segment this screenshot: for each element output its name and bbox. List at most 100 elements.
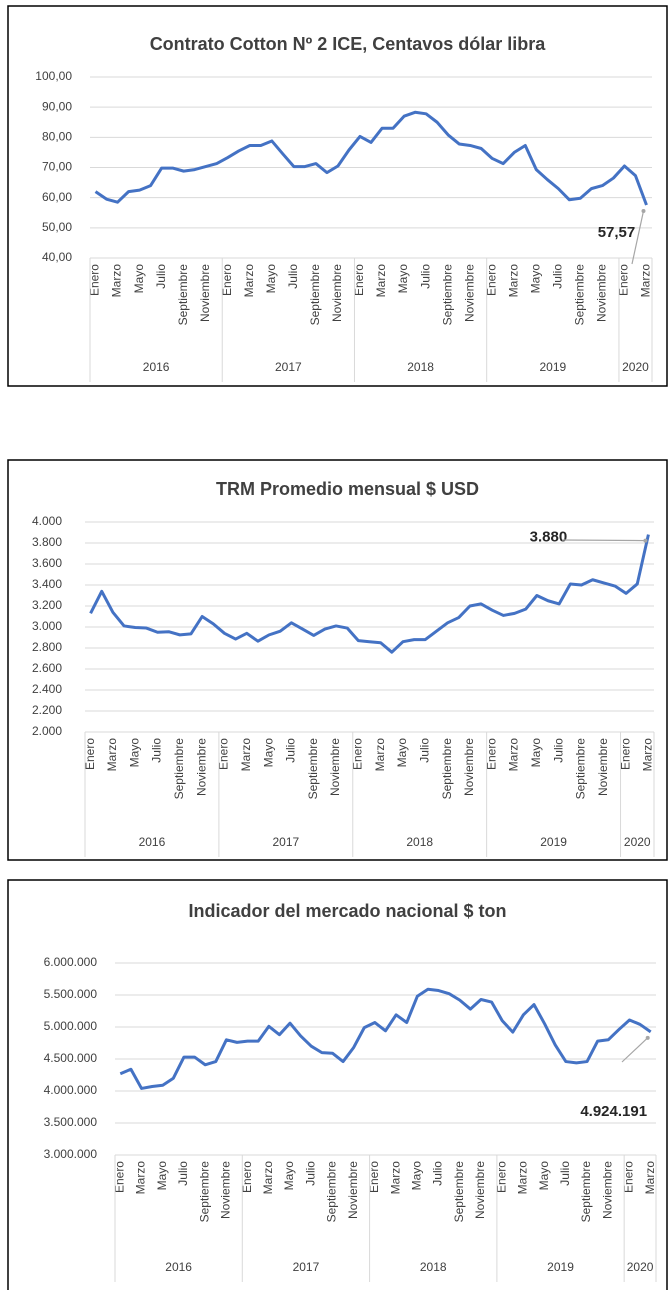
x-tick-label: Enero — [217, 738, 231, 770]
x-tick-label: Marzo — [239, 738, 253, 772]
x-tick-label: Septiembre — [440, 738, 454, 800]
y-tick-label: 2.400 — [32, 682, 62, 696]
x-tick-label: Septiembre — [440, 264, 454, 326]
x-tick-label: Enero — [220, 264, 234, 296]
x-tick-label: Marzo — [261, 1161, 275, 1195]
y-tick-label: 60,00 — [42, 190, 72, 204]
x-tick-label: Noviembre — [595, 264, 609, 322]
x-tick-label: Septiembre — [579, 1161, 593, 1223]
x-tick-label: Mayo — [409, 1161, 423, 1191]
x-tick-label: Noviembre — [462, 738, 476, 796]
x-tick-label: Enero — [83, 738, 97, 770]
y-tick-label: 2.800 — [32, 640, 62, 654]
x-tick-label: Marzo — [641, 738, 655, 772]
x-tick-label: Mayo — [537, 1161, 551, 1191]
arrow-head — [641, 208, 646, 213]
x-tick-label: Julio — [303, 1161, 317, 1186]
x-tick-label: Mayo — [264, 264, 278, 294]
x-tick-label: Enero — [88, 264, 102, 296]
x-tick-label: Noviembre — [600, 1161, 614, 1219]
x-tick-label: Mayo — [155, 1161, 169, 1191]
x-tick-label: Mayo — [282, 1161, 296, 1191]
year-label: 2019 — [547, 1260, 574, 1274]
x-tick-label: Marzo — [110, 264, 124, 298]
value-label: 57,57 — [598, 224, 636, 241]
year-label: 2020 — [622, 360, 649, 374]
year-label: 2016 — [139, 835, 166, 849]
x-tick-label: Julio — [418, 264, 432, 289]
y-tick-label: 2.200 — [32, 703, 62, 717]
y-tick-label: 4.000 — [32, 514, 62, 528]
x-tick-label: Enero — [112, 1161, 126, 1193]
x-tick-label: Mayo — [395, 738, 409, 768]
y-tick-label: 4.500.000 — [44, 1051, 98, 1065]
x-tick-label: Mayo — [127, 738, 141, 768]
data-line — [119, 987, 652, 1090]
x-tick-label: Julio — [176, 1161, 190, 1186]
x-tick-label: Mayo — [396, 264, 410, 294]
x-tick-label: Julio — [551, 264, 565, 289]
x-tick-label: Julio — [150, 738, 164, 763]
year-label: 2016 — [165, 1260, 192, 1274]
x-tick-label: Noviembre — [596, 738, 610, 796]
x-tick-label: Septiembre — [306, 738, 320, 800]
x-tick-label: Enero — [352, 264, 366, 296]
x-tick-label: Julio — [417, 738, 431, 763]
year-label: 2017 — [272, 835, 299, 849]
y-tick-label: 40,00 — [42, 250, 72, 264]
y-tick-label: 70,00 — [42, 160, 72, 174]
y-tick-label: 2.600 — [32, 661, 62, 675]
arrow-head — [643, 538, 648, 543]
x-tick-label: Julio — [431, 1161, 445, 1186]
x-tick-label: Marzo — [516, 1161, 530, 1195]
x-tick-label: Julio — [286, 264, 300, 289]
x-tick-label: Enero — [484, 264, 498, 296]
x-tick-label: Mayo — [261, 738, 275, 768]
x-tick-label: Noviembre — [198, 264, 212, 322]
y-tick-label: 3.200 — [32, 598, 62, 612]
x-tick-label: Enero — [240, 1161, 254, 1193]
x-tick-label: Noviembre — [330, 264, 344, 322]
x-tick-label: Marzo — [507, 738, 521, 772]
year-label: 2019 — [540, 835, 567, 849]
x-tick-label: Enero — [494, 1161, 508, 1193]
y-tick-label: 5.500.000 — [44, 987, 98, 1001]
x-tick-label: Septiembre — [172, 738, 186, 800]
y-tick-label: 3.800 — [32, 535, 62, 549]
x-tick-label: Marzo — [374, 264, 388, 298]
y-tick-label: 3.600 — [32, 556, 62, 570]
year-label: 2020 — [624, 835, 651, 849]
data-line — [89, 534, 650, 654]
y-tick-label: 6.000.000 — [44, 955, 98, 969]
x-tick-label: Marzo — [105, 738, 119, 772]
y-tick-label: 50,00 — [42, 220, 72, 234]
x-tick-label: Noviembre — [473, 1161, 487, 1219]
value-label: 4.924.191 — [580, 1103, 647, 1120]
x-tick-label: Mayo — [529, 738, 543, 768]
x-tick-label: Enero — [367, 1161, 381, 1193]
year-label: 2018 — [406, 835, 433, 849]
chart-frame — [7, 879, 668, 1290]
year-label: 2019 — [539, 360, 566, 374]
x-tick-label: Septiembre — [574, 738, 588, 800]
y-tick-label: 4.000.000 — [44, 1083, 98, 1097]
year-label: 2016 — [143, 360, 170, 374]
y-tick-label: 80,00 — [42, 130, 72, 144]
x-tick-label: Noviembre — [219, 1161, 233, 1219]
y-tick-label: 3.000 — [32, 619, 62, 633]
x-tick-label: Enero — [617, 264, 631, 296]
chart-title: TRM Promedio mensual $ USD — [216, 479, 479, 499]
x-tick-label: Marzo — [373, 738, 387, 772]
x-tick-label: Septiembre — [197, 1161, 211, 1223]
x-tick-label: Marzo — [242, 264, 256, 298]
value-label: 3.880 — [530, 529, 568, 546]
x-tick-label: Septiembre — [176, 264, 190, 326]
annotation-arrow — [631, 210, 645, 265]
y-tick-label: 2.000 — [32, 724, 62, 738]
y-tick-label: 3.400 — [32, 577, 62, 591]
data-line — [94, 110, 648, 206]
x-tick-label: Marzo — [643, 1161, 657, 1195]
y-tick-label: 5.000.000 — [44, 1019, 98, 1033]
x-tick-label: Enero — [622, 1161, 636, 1193]
chart-frame — [7, 5, 668, 387]
